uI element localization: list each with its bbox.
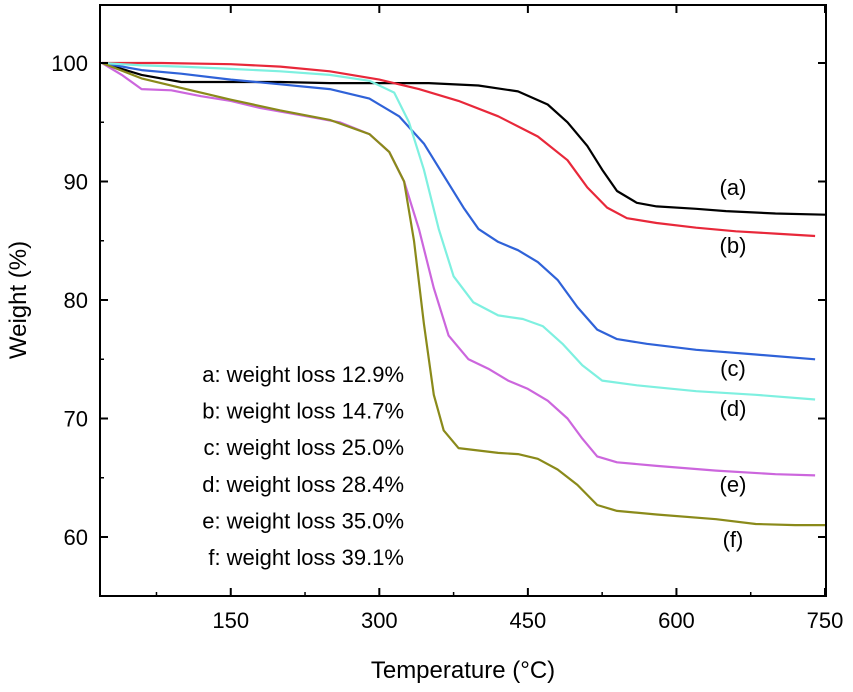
x-tick-label: 150: [212, 608, 249, 633]
series-line-b: [102, 61, 816, 238]
x-tick-label: 750: [807, 608, 844, 633]
x-tick-label: 600: [658, 608, 695, 633]
y-tick-label: 80: [64, 288, 88, 313]
series-line-e: [101, 62, 816, 477]
series-label-d: (d): [720, 396, 747, 421]
y-tick-label: 100: [51, 51, 88, 76]
y-tick-label: 90: [64, 170, 88, 195]
series-label-a: (a): [720, 175, 747, 200]
series-label-f: (f): [723, 527, 744, 552]
annotation-line: d: weight loss 28.4%: [202, 472, 404, 497]
series-labels: (a) (b) (c) (d) (e) (f): [720, 175, 747, 552]
x-axis: 150 300 450 600 750: [155, 5, 844, 633]
y-tick-label: 60: [64, 525, 88, 550]
series-line-d: [101, 61, 816, 401]
x-axis-title: Temperature (°C): [371, 657, 555, 684]
x-tick-label: 450: [510, 608, 547, 633]
series-line-c: [101, 61, 816, 361]
y-tick-label: 70: [64, 407, 88, 432]
y-axis-title: Weight (%): [5, 241, 32, 359]
annotation-line: e: weight loss 35.0%: [202, 508, 404, 533]
annotation-line: f: weight loss 39.1%: [208, 545, 404, 570]
annotation-line: c: weight loss 25.0%: [203, 435, 404, 460]
series-label-b: (b): [720, 233, 747, 258]
series-group: [101, 61, 826, 527]
annotation-line: a: weight loss 12.9%: [202, 362, 404, 387]
annotation-line: b: weight loss 14.7%: [202, 399, 404, 424]
weight-loss-annotations: a: weight loss 12.9% b: weight loss 14.7%…: [202, 362, 404, 570]
series-line-f: [101, 61, 825, 527]
series-line-a: [101, 61, 826, 216]
series-label-e: (e): [720, 472, 747, 497]
series-label-c: (c): [720, 356, 746, 381]
x-tick-label: 300: [361, 608, 398, 633]
y-axis: 60 70 80 90 100: [51, 51, 826, 550]
